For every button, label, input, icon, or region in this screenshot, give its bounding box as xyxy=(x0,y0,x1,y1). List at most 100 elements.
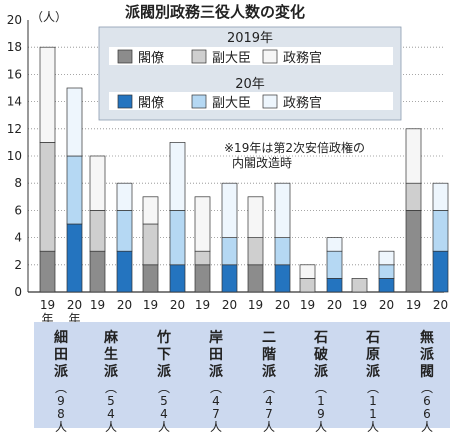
faction-name-char: 破 xyxy=(314,346,328,363)
bar-2020-minister xyxy=(274,264,291,293)
bar-2020-vice-minister xyxy=(66,155,83,225)
faction-name-char: 原 xyxy=(366,347,380,363)
bar-2019-parliamentary-secretary xyxy=(247,196,264,238)
bar-2019-minister xyxy=(142,264,159,293)
bar-2020-parliamentary-secretary xyxy=(378,250,395,266)
bar-2019-parliamentary-secretary xyxy=(142,196,159,225)
faction-member-count-char: 4 xyxy=(160,407,168,421)
y-axis-unit: （人） xyxy=(31,10,67,24)
faction-name-char: 派 xyxy=(104,364,119,380)
bar-2020-parliamentary-secretary xyxy=(169,142,186,211)
bar-2020-vice-minister xyxy=(169,210,186,266)
faction-member-count-char: ︵ xyxy=(263,381,275,395)
faction-name-char: 派 xyxy=(54,364,69,380)
bar-2019-minister xyxy=(405,210,422,293)
x-tick-year-label: 20 xyxy=(117,298,132,312)
faction-member-count-char: 人 xyxy=(105,420,117,432)
y-tick-label: 10 xyxy=(7,149,22,163)
bar-2020-vice-minister xyxy=(326,250,343,279)
faction-member-count-char: 4 xyxy=(265,394,273,408)
bar-2020-minister xyxy=(116,250,133,293)
faction-name-char: 田 xyxy=(54,347,68,363)
faction-member-count-char: 6 xyxy=(423,407,431,421)
x-tick-year-label: 19 xyxy=(352,298,367,312)
bar-2020-vice-minister xyxy=(432,210,449,252)
x-tick-year-label: 20 xyxy=(433,298,448,312)
bar-2019-minister xyxy=(194,264,211,293)
faction-member-count-char: 1 xyxy=(317,394,325,408)
faction-name-char: 下 xyxy=(157,347,171,363)
legend-label: 政務官 xyxy=(283,95,322,111)
legend-label: 閣僚 xyxy=(138,51,164,66)
bar-2019-parliamentary-secretary xyxy=(39,46,56,143)
x-tick-year-label: 19 xyxy=(300,298,315,312)
bar-2020-vice-minister xyxy=(274,237,291,266)
x-tick-year-label: 19 xyxy=(143,298,158,312)
faction-label-panel xyxy=(137,322,191,428)
faction-member-count-char: 人 xyxy=(421,420,433,432)
bar-2019-minister xyxy=(89,250,106,293)
bar-2019-minister xyxy=(39,250,56,293)
legend-swatch xyxy=(262,49,278,64)
bar-2020-minister xyxy=(378,278,395,293)
faction-label-panel xyxy=(294,322,348,428)
bar-2020-minister xyxy=(221,264,238,293)
x-tick-year-label: 20 xyxy=(222,298,237,312)
y-tick-label: 18 xyxy=(7,40,22,54)
y-tick-label: 12 xyxy=(7,122,22,136)
x-tick-year-label: 19 xyxy=(406,298,421,312)
faction-name-char: 閥 xyxy=(420,364,434,380)
y-tick-label: 8 xyxy=(14,176,22,190)
faction-name-char: 岸 xyxy=(209,329,223,346)
faction-member-count-char: 9 xyxy=(57,394,65,408)
faction-name-char: 階 xyxy=(262,346,276,363)
legend-label: 副大臣 xyxy=(212,51,251,66)
faction-label-panel xyxy=(84,322,138,428)
x-tick-year-label: 20 xyxy=(327,298,342,312)
legend-label: 政務官 xyxy=(283,50,322,66)
x-tick-year-label: 20 xyxy=(67,298,82,312)
x-tick-year-label: 20 xyxy=(379,298,394,312)
legend-label: 副大臣 xyxy=(212,96,251,111)
faction-member-count-char: 6 xyxy=(423,394,431,408)
bar-2019-vice-minister xyxy=(247,237,264,266)
faction-member-count-char: ︵ xyxy=(158,381,170,395)
bar-2019-parliamentary-secretary xyxy=(89,155,106,211)
faction-name-char: 石 xyxy=(313,330,328,346)
faction-member-count-char: ︵ xyxy=(315,381,327,395)
faction-name-char: 派 xyxy=(420,347,435,363)
faction-member-count-char: 人 xyxy=(55,420,67,432)
legend-group-title: 2019年 xyxy=(227,31,273,46)
faction-name-char: 生 xyxy=(104,346,118,363)
bar-2020-parliamentary-secretary xyxy=(116,182,133,211)
legend-row xyxy=(109,47,393,65)
bar-2020-parliamentary-secretary xyxy=(432,182,449,211)
faction-label-panel xyxy=(34,322,88,428)
x-tick-year-label: 20 xyxy=(170,298,185,312)
bar-2019-vice-minister xyxy=(39,142,56,252)
bar-2020-minister xyxy=(326,278,343,293)
faction-member-count-char: 人 xyxy=(315,420,327,432)
faction-member-count-char: 7 xyxy=(265,407,273,421)
y-tick-label: 0 xyxy=(14,285,22,299)
x-tick-year-label: 19 xyxy=(90,298,105,312)
x-tick-year-label: 20 xyxy=(275,298,290,312)
faction-name-char: 派 xyxy=(262,364,277,380)
bar-2020-parliamentary-secretary xyxy=(221,182,238,238)
faction-member-count-char: 人 xyxy=(367,420,379,432)
faction-name-char: 派 xyxy=(314,364,329,380)
y-tick-label: 20 xyxy=(7,13,22,27)
faction-member-count-char: 4 xyxy=(107,407,115,421)
bar-2019-vice-minister xyxy=(89,210,106,252)
faction-member-count-char: ︵ xyxy=(55,381,67,395)
faction-name-char: 派 xyxy=(209,364,224,380)
faction-name-char: 石 xyxy=(365,330,380,346)
bar-2019-vice-minister xyxy=(299,278,316,293)
faction-label-panel xyxy=(242,322,296,428)
faction-name-char: 田 xyxy=(209,347,223,363)
faction-name-char: 麻 xyxy=(103,329,119,346)
y-tick-label: 6 xyxy=(14,203,22,217)
legend-group-title: 20年 xyxy=(235,77,265,92)
bar-2020-minister xyxy=(169,264,186,293)
